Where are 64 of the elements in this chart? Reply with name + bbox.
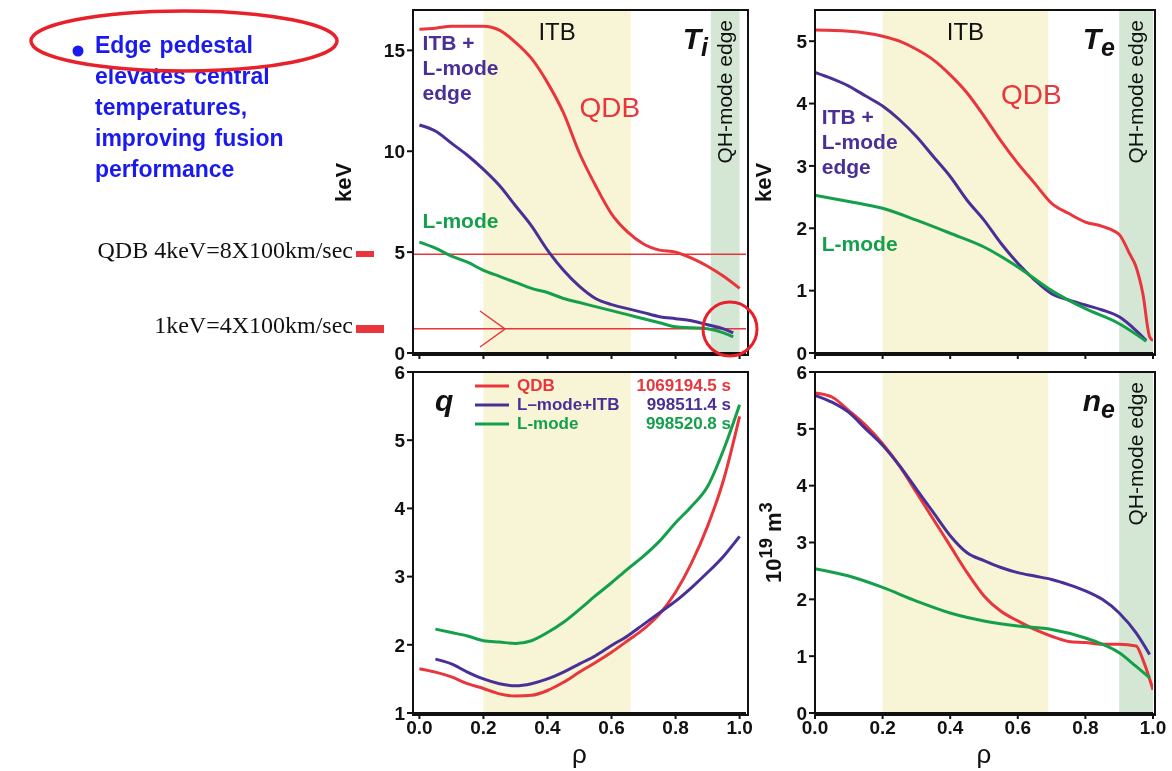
y-tick-label: 1 [796,280,808,302]
y-tick-label: 5 [394,429,406,451]
legend-label: L-mode [517,414,580,433]
y-tick-label: 4 [394,498,406,520]
y-axis-title: keV [751,160,777,204]
annotation: 998511.4 s [645,395,731,414]
x-tick-label: 0.4 [534,717,562,739]
y-axis-title: keV [331,161,356,202]
y-tick-label: 2 [394,634,405,656]
y-tick-label: 2 [796,589,807,611]
series-label: QDB [579,91,641,123]
y-tick-label: 2 [796,218,807,240]
text: 1keV=4X100km/sec [154,311,353,339]
y-tick-label: 4 [796,475,808,497]
series-label: L-mode [821,231,898,257]
y-tick-label: 5 [796,418,808,440]
y-tick-label: 6 [796,361,807,383]
x-tick-label: 0.8 [1072,717,1099,739]
band-label: QH-mode edge [1124,382,1149,526]
x-tick-label: 1.0 [1139,717,1167,739]
y-tick-label: 5 [796,30,808,52]
y-tick-label: 10 [383,140,405,162]
text: T$_{i}$ [682,22,708,62]
text: T$_{e}$ [1082,22,1115,62]
series-label: ITB + L-mode edge [422,30,499,106]
band-label: ITB [945,18,986,46]
x-tick-label: 1.0 [726,717,753,739]
series-label: L-mode [422,207,499,233]
y-tick-label: 6 [394,361,405,383]
line-series [815,193,1148,343]
y-tick-label: 4 [796,93,808,115]
x-tick-label: 0.2 [470,717,497,739]
y-tick-label: 3 [796,532,807,554]
chart-title: q [435,384,454,418]
legend-label: QDB [517,376,556,395]
line-series [433,534,742,688]
legend-label: L–mode+ITB [517,395,621,414]
text: QDB 4keV=8X100km/sec [97,237,353,265]
band-label: QH-mode edge [713,20,738,164]
annotation: 1069194.5 s [635,376,731,395]
x-tick-label: 0.4 [936,717,964,739]
x-tick-label: 0.2 [869,717,896,739]
line-series [417,240,735,339]
annotation: 998520.8 s [644,414,731,433]
x-axis-title: ρ [571,739,588,770]
x-tick-label: 0.6 [1004,717,1032,739]
x-axis-title: ρ [975,739,993,770]
band-label: QH-mode edge [1124,20,1149,164]
band-label: ITB [537,18,577,46]
y-tick-label: 0 [394,342,405,364]
line-series [815,567,1152,680]
y-tick-label: 1 [394,702,406,724]
y-tick-label: 0 [796,342,807,364]
y-tick-label: 15 [383,40,406,62]
x-tick-label: 0.6 [598,717,625,739]
series-label: ITB + L-mode edge [821,103,898,179]
series-label: QDB [1000,78,1062,110]
y-tick-label: 3 [796,155,807,177]
x-tick-label: 0.8 [662,717,689,739]
text: n$_{e}$ [1082,384,1115,424]
y-tick-label: 5 [394,241,406,263]
x-tick-label: 0.0 [406,717,433,739]
y-tick-label: 3 [394,566,405,588]
y-tick-label: 1 [796,645,808,667]
